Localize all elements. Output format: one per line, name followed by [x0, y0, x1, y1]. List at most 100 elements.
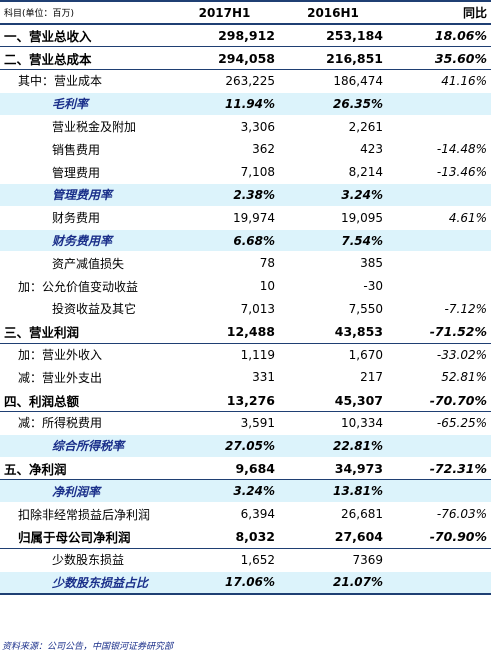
value-2017h1: 8,032 — [170, 525, 279, 549]
value-2016h1: 1,670 — [279, 343, 387, 367]
value-yoy — [387, 229, 491, 253]
value-2016h1: 7.54% — [279, 229, 387, 253]
value-2017h1: 7,108 — [170, 160, 279, 185]
value-yoy: -76.03% — [387, 502, 491, 527]
value-2016h1: 3.24% — [279, 183, 387, 207]
value-2016h1: 19,095 — [279, 206, 387, 230]
table-row: 四、利润总额 13,276 45,307 -70.70% — [0, 388, 491, 413]
table-row: 其中：营业成本 263,225 186,474 41.16% — [0, 69, 491, 93]
value-yoy: 52.81% — [387, 365, 491, 390]
value-2017h1: 294,058 — [170, 46, 279, 71]
value-2017h1: 7,013 — [170, 297, 279, 321]
value-2017h1: 1,652 — [170, 548, 279, 572]
row-label: 四、利润总额 — [0, 388, 170, 413]
value-yoy: -7.12% — [387, 297, 491, 321]
table-row: 减：营业外支出 331 217 52.81% — [0, 365, 491, 390]
row-label: 归属于母公司净利润 — [0, 525, 170, 549]
value-2017h1: 298,912 — [170, 23, 279, 48]
value-yoy — [387, 274, 491, 299]
row-label: 其中：营业成本 — [0, 69, 170, 93]
value-2016h1: 7,550 — [279, 297, 387, 321]
table-row: 少数股东损益占比 17.06% 21.07% — [0, 571, 491, 595]
value-2016h1: 10,334 — [279, 411, 387, 435]
table-row: 五、净利润 9,684 34,973 -72.31% — [0, 456, 491, 481]
table-row: 销售费用 362 423 -14.48% — [0, 137, 491, 162]
row-label: 减：所得税费用 — [0, 411, 170, 435]
row-label: 资产减值损失 — [0, 251, 170, 276]
row-label: 扣除非经常损益后净利润 — [0, 502, 170, 527]
value-2017h1: 3,306 — [170, 115, 279, 139]
table-row: 财务费用率 6.68% 7.54% — [0, 229, 491, 253]
row-label: 营业税金及附加 — [0, 115, 170, 139]
value-2017h1: 11.94% — [170, 92, 279, 116]
value-2016h1: -30 — [279, 274, 387, 299]
value-yoy: 18.06% — [387, 23, 491, 48]
table-row: 归属于母公司净利润 8,032 27,604 -70.90% — [0, 525, 491, 549]
table-row: 管理费用率 2.38% 3.24% — [0, 183, 491, 207]
value-2016h1: 22.81% — [279, 434, 387, 458]
value-2017h1: 12,488 — [170, 319, 279, 344]
value-2017h1: 331 — [170, 365, 279, 390]
value-2016h1: 186,474 — [279, 69, 387, 93]
value-2016h1: 253,184 — [279, 23, 387, 48]
value-2016h1: 216,851 — [279, 46, 387, 71]
value-2017h1: 1,119 — [170, 343, 279, 367]
row-label: 一、营业总收入 — [0, 23, 170, 48]
row-label: 财务费用率 — [0, 229, 170, 253]
table-row: 减：所得税费用 3,591 10,334 -65.25% — [0, 411, 491, 435]
value-2017h1: 13,276 — [170, 388, 279, 413]
value-2016h1: 8,214 — [279, 160, 387, 185]
table-row: 二、营业总成本 294,058 216,851 35.60% — [0, 46, 491, 71]
table-row: 扣除非经常损益后净利润 6,394 26,681 -76.03% — [0, 502, 491, 527]
value-2017h1: 263,225 — [170, 69, 279, 93]
value-2016h1: 26,681 — [279, 502, 387, 527]
value-2017h1: 17.06% — [170, 571, 279, 595]
table-header-row: 科目(单位：百万) 2017H1 2016H1 同比 — [0, 0, 491, 25]
table-body: 科目(单位：百万) 2017H1 2016H1 同比 一、营业总收入 298,91… — [0, 0, 491, 595]
value-yoy: 4.61% — [387, 206, 491, 230]
table-row: 营业税金及附加 3,306 2,261 — [0, 115, 491, 139]
value-yoy — [387, 115, 491, 139]
table-row: 少数股东损益 1,652 7369 — [0, 548, 491, 572]
table-row: 管理费用 7,108 8,214 -13.46% — [0, 160, 491, 185]
row-label: 二、营业总成本 — [0, 46, 170, 71]
value-2017h1: 9,684 — [170, 456, 279, 481]
value-yoy — [387, 251, 491, 276]
row-label: 毛利率 — [0, 92, 170, 116]
table-row: 三、营业利润 12,488 43,853 -71.52% — [0, 319, 491, 344]
value-2017h1: 6,394 — [170, 502, 279, 527]
value-2016h1: 13.81% — [279, 479, 387, 504]
value-yoy: -70.90% — [387, 525, 491, 549]
value-yoy: -65.25% — [387, 411, 491, 435]
value-2017h1: 78 — [170, 251, 279, 276]
table-row: 毛利率 11.94% 26.35% — [0, 92, 491, 116]
header-2017h1: 2017H1 — [170, 0, 279, 25]
row-label: 财务费用 — [0, 206, 170, 230]
value-2016h1: 385 — [279, 251, 387, 276]
value-yoy: -72.31% — [387, 456, 491, 481]
value-2016h1: 2,261 — [279, 115, 387, 139]
row-label: 管理费用率 — [0, 183, 170, 207]
value-2016h1: 423 — [279, 137, 387, 162]
header-2016h1: 2016H1 — [279, 0, 387, 25]
row-label: 投资收益及其它 — [0, 297, 170, 321]
value-2017h1: 362 — [170, 137, 279, 162]
row-label: 少数股东损益占比 — [0, 571, 170, 595]
table-row: 财务费用 19,974 19,095 4.61% — [0, 206, 491, 230]
value-yoy: -13.46% — [387, 160, 491, 185]
table-row: 一、营业总收入 298,912 253,184 18.06% — [0, 23, 491, 48]
value-2016h1: 27,604 — [279, 525, 387, 549]
row-label: 销售费用 — [0, 137, 170, 162]
value-yoy: -14.48% — [387, 137, 491, 162]
source-note: 资料来源：公司公告，中国银河证券研究部 — [2, 642, 174, 652]
value-2017h1: 2.38% — [170, 183, 279, 207]
value-yoy — [387, 434, 491, 458]
value-yoy: 41.16% — [387, 69, 491, 93]
row-label: 少数股东损益 — [0, 548, 170, 572]
table-row: 投资收益及其它 7,013 7,550 -7.12% — [0, 297, 491, 321]
value-yoy: -71.52% — [387, 319, 491, 344]
value-2017h1: 19,974 — [170, 206, 279, 230]
value-2017h1: 6.68% — [170, 229, 279, 253]
row-label: 加：公允价值变动收益 — [0, 274, 170, 299]
value-yoy: 35.60% — [387, 46, 491, 71]
